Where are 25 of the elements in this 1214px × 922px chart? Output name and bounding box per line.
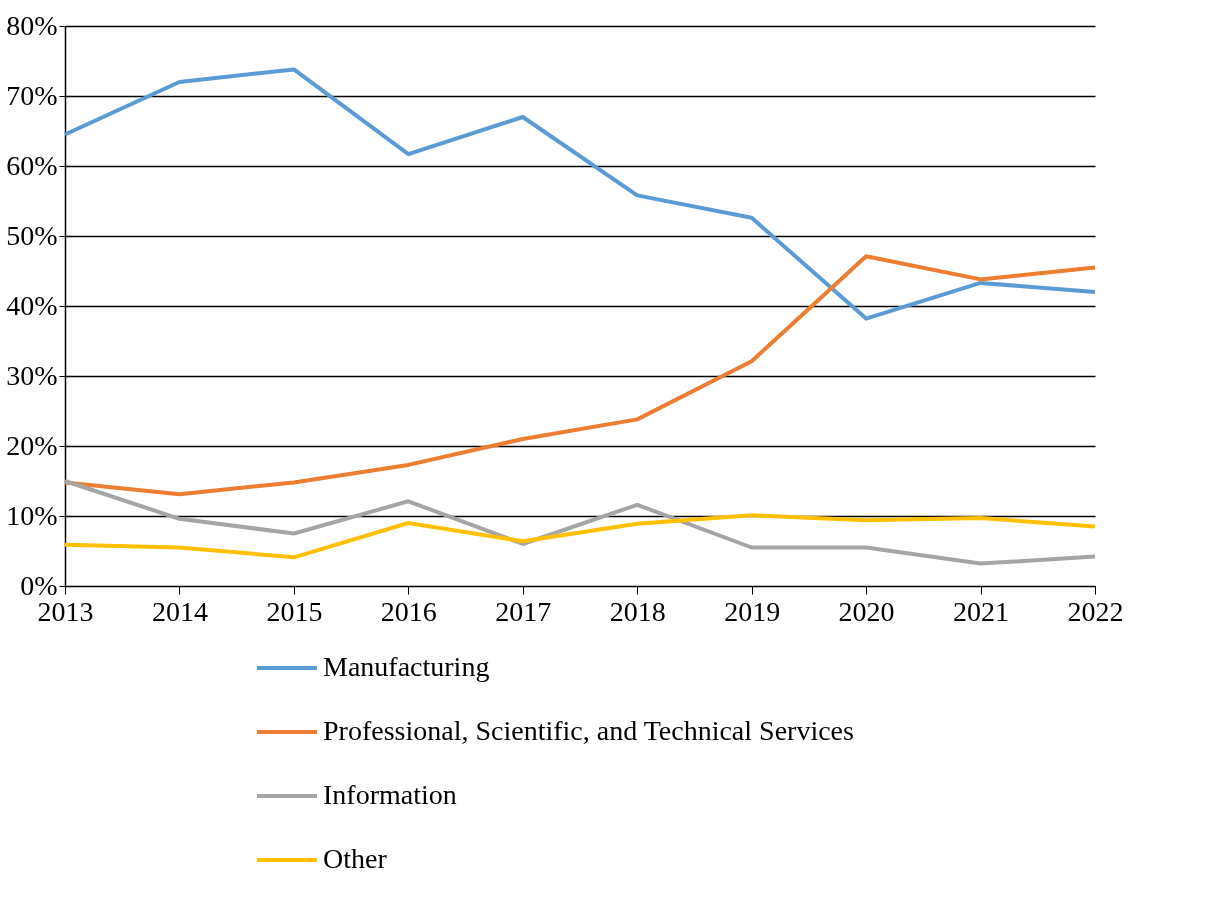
y-tick-label: 50% [6, 219, 58, 251]
x-tick-label: 2018 [609, 595, 666, 627]
y-tick-label: 10% [6, 499, 58, 531]
x-tick-label: 2022 [1067, 595, 1124, 627]
x-tick-label: 2017 [495, 595, 552, 627]
line-series [63, 67, 1097, 321]
x-tick-label: 2016 [380, 595, 437, 627]
y-tick-label: 60% [6, 149, 58, 181]
x-tick-label: 2020 [838, 595, 895, 627]
x-tick-label: 2021 [953, 595, 1010, 627]
x-tick-label: 2019 [724, 595, 781, 627]
legend-label: Professional, Scientific, and Technical Services [323, 715, 854, 746]
line-series [63, 254, 1097, 497]
y-tick-label: 40% [6, 289, 58, 321]
legend-label: Other [323, 843, 388, 874]
legend-label: Information [323, 779, 457, 810]
y-tick-label: 80% [6, 9, 58, 41]
y-tick-label: 70% [6, 79, 58, 111]
line-series [63, 513, 1097, 560]
x-tick-label: 2015 [266, 595, 323, 627]
y-tick-label: 30% [6, 359, 58, 391]
x-tick-label: 2014 [151, 595, 208, 627]
legend-label: Manufacturing [323, 651, 490, 682]
line-series [63, 479, 1097, 566]
y-tick-label: 20% [6, 429, 58, 461]
